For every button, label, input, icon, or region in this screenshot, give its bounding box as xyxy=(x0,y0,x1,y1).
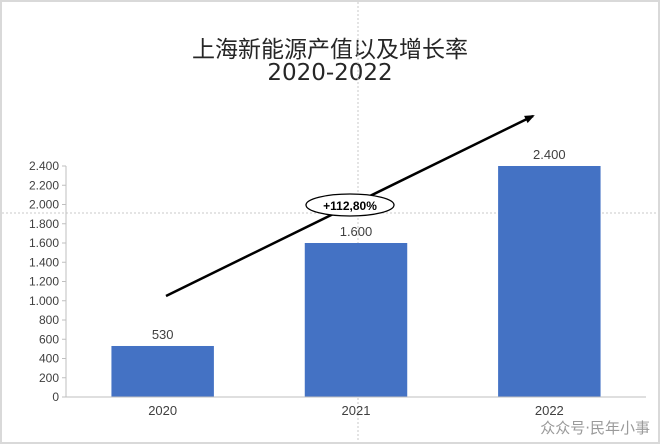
bar-value-label: 530 xyxy=(152,327,174,342)
x-tick-label: 2020 xyxy=(148,403,177,418)
y-tick-label: 200 xyxy=(39,371,59,385)
bar xyxy=(498,166,601,397)
y-tick-label: 1.000 xyxy=(29,294,59,308)
y-axis: 0 200 400 600 800 1.000 1.200 1.400 1.600 1.800 2.… xyxy=(29,159,67,404)
y-tick-label: 400 xyxy=(39,352,59,366)
chart-title: 上海新能源产值以及增长率 xyxy=(192,37,468,63)
x-tick-label: 2022 xyxy=(535,403,564,418)
y-tick-label: 1.600 xyxy=(29,236,59,250)
bar xyxy=(111,345,214,397)
x-axis: 2020 2021 2022 xyxy=(66,396,646,418)
y-tick-label: 600 xyxy=(39,332,59,346)
y-tick-label: 1.200 xyxy=(29,275,59,289)
y-tick-label: 1.400 xyxy=(29,255,59,269)
y-tick-label: 2.200 xyxy=(29,178,59,192)
bar xyxy=(304,243,408,397)
y-tick-label: 0 xyxy=(52,390,59,404)
bar-value-label: 2.400 xyxy=(533,147,566,162)
bars: 530 1.600 2.400 xyxy=(111,147,601,397)
watermark-text: 众众号·民年小事 xyxy=(540,419,650,437)
chart-subtitle: 2020-2022 xyxy=(267,60,393,86)
bar-value-label: 1.600 xyxy=(340,224,373,239)
y-tick-label: 1.800 xyxy=(29,217,59,231)
y-tick-label: 800 xyxy=(39,313,59,327)
growth-callout-oval xyxy=(305,193,395,217)
y-tick-label: 2.400 xyxy=(29,159,59,173)
y-tick-label: 2.000 xyxy=(29,198,59,212)
growth-callout-label: +112,80% xyxy=(323,199,377,213)
x-tick-label: 2021 xyxy=(342,403,371,418)
